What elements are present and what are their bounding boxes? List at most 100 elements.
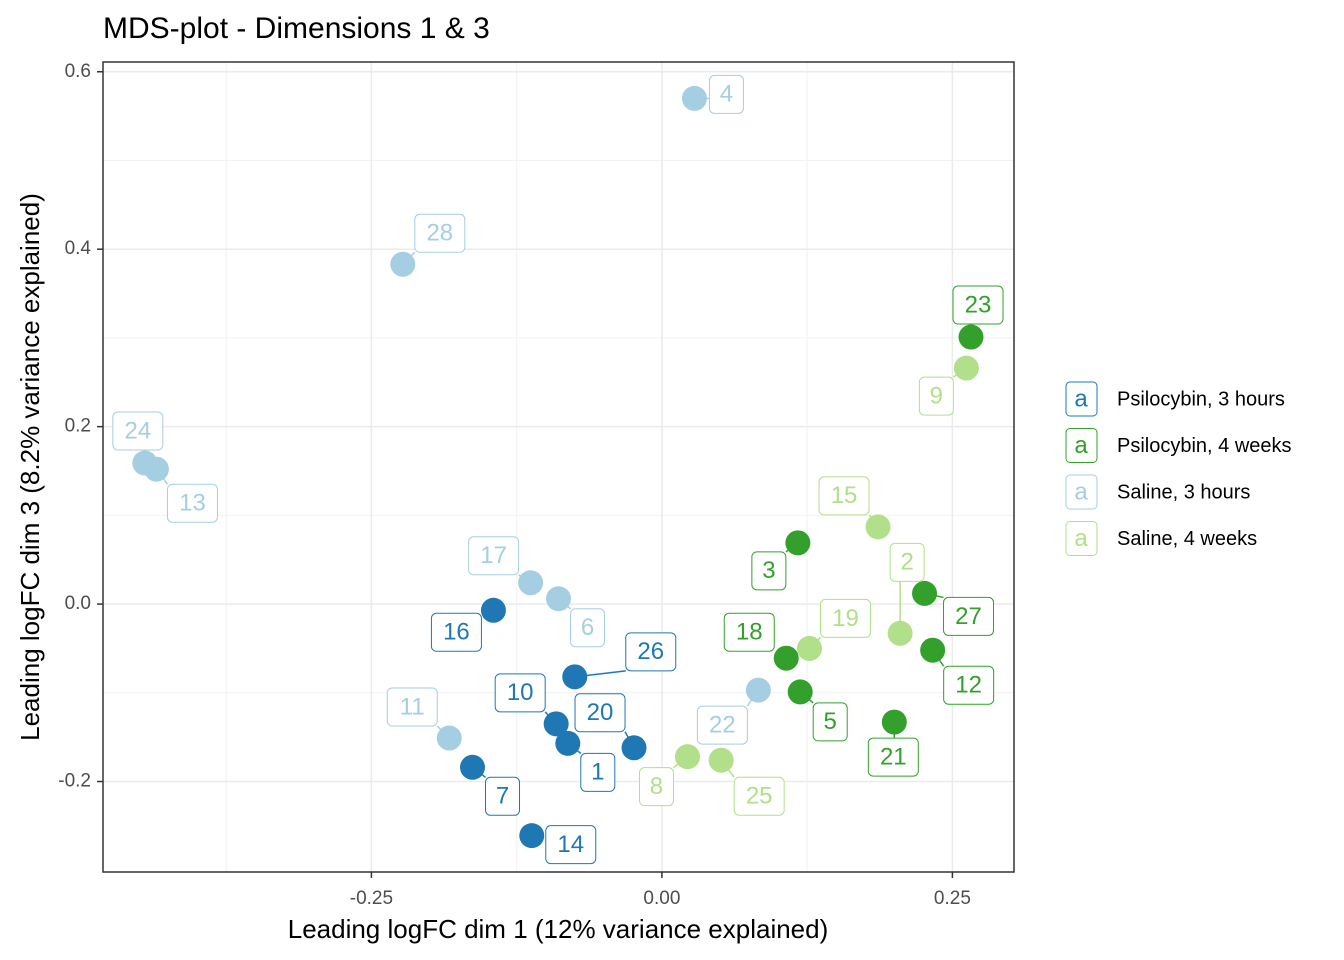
- label-box: [485, 776, 521, 816]
- label-box: [386, 687, 438, 727]
- label-box: [430, 612, 482, 652]
- legend-label: Saline, 3 hours: [1117, 481, 1250, 503]
- point-label: 9: [930, 382, 943, 409]
- point-label: 18: [736, 619, 763, 646]
- x-tick-label: -0.25: [350, 888, 393, 909]
- point-label: 22: [709, 711, 736, 738]
- labels: 1626102017142332712185214282413176112291…: [112, 74, 1004, 865]
- point-label: 11: [400, 693, 425, 720]
- label-box: [818, 476, 870, 516]
- label-box: [545, 825, 597, 865]
- label-connector: [544, 711, 557, 725]
- point-label: 3: [762, 557, 775, 584]
- label-connector: [518, 574, 532, 584]
- point-label: 21: [880, 743, 907, 770]
- label-box: [580, 752, 616, 792]
- label-connector: [402, 251, 416, 265]
- y-tick-label: 0.6: [65, 61, 91, 82]
- point-label: 26: [637, 638, 664, 665]
- chart-title: MDS-plot - Dimensions 1 & 3: [103, 12, 490, 45]
- legend-key: [1065, 474, 1098, 510]
- legend-label: Saline, 4 weeks: [1117, 528, 1257, 550]
- label-box: [889, 542, 925, 582]
- label-box: [867, 737, 919, 777]
- label-box: [819, 598, 871, 638]
- point-label: 19: [832, 605, 859, 632]
- point-label: 20: [587, 699, 614, 726]
- label-connector: [472, 766, 486, 778]
- label-box: [468, 536, 520, 576]
- label-connector: [808, 636, 822, 649]
- legend-label: Psilocybin, 3 hours: [1117, 388, 1285, 410]
- label-connector: [155, 468, 169, 485]
- y-tick-label: 0.0: [65, 593, 91, 614]
- legend-glyph: a: [1074, 525, 1088, 552]
- label-connector: [868, 514, 879, 528]
- label-connector: [746, 689, 759, 707]
- label-connector: [624, 731, 635, 749]
- label-box: [918, 376, 954, 416]
- label-box: [112, 411, 164, 451]
- point-label: 15: [831, 482, 858, 509]
- label-box: [696, 705, 748, 745]
- legend-key: [1065, 381, 1098, 417]
- label-box: [708, 74, 744, 114]
- point-label: 2: [900, 549, 913, 576]
- y-tick-label: -0.2: [58, 771, 91, 792]
- point-label: 6: [581, 614, 594, 641]
- label-box: [952, 285, 1004, 325]
- y-tick-label: 0.2: [65, 416, 91, 437]
- label-box: [570, 608, 605, 648]
- point-label: 17: [480, 542, 507, 569]
- point-label: 1: [591, 759, 604, 786]
- legend-glyph: a: [1074, 478, 1088, 505]
- label-connector: [799, 691, 814, 704]
- point: [519, 823, 545, 849]
- point-label: 12: [955, 672, 982, 699]
- label-connector: [932, 649, 945, 667]
- label-connector: [924, 592, 944, 599]
- x-axis-title: Leading logFC dim 1 (12% variance explai…: [288, 914, 829, 944]
- point-label: 7: [496, 783, 509, 810]
- label-box: [166, 483, 218, 523]
- legend-key: [1065, 428, 1098, 463]
- point-label: 14: [557, 831, 584, 858]
- point: [958, 324, 984, 350]
- point-label: 27: [955, 603, 982, 630]
- label-box: [638, 767, 674, 807]
- point-label: 16: [443, 619, 470, 646]
- point-label: 8: [650, 773, 663, 800]
- point: [773, 645, 799, 671]
- label-connector: [567, 742, 582, 754]
- label-box: [751, 551, 787, 591]
- point-label: 10: [507, 679, 534, 706]
- legend-glyph: a: [1074, 432, 1088, 459]
- y-axis-title: Leading logFC dim 3 (8.2% variance expla…: [15, 193, 45, 741]
- point-label: 5: [824, 708, 837, 735]
- label-connector: [720, 759, 735, 778]
- label-connector: [785, 542, 799, 553]
- point-label: 25: [746, 783, 773, 810]
- point-label: 28: [426, 220, 453, 247]
- label-connector: [574, 670, 626, 678]
- point-label: 23: [965, 291, 992, 318]
- point-label: 13: [179, 490, 206, 517]
- y-tick-label: 0.4: [65, 238, 92, 259]
- label-box: [723, 612, 775, 652]
- label-connector: [436, 725, 450, 739]
- label-box: [943, 665, 995, 705]
- x-tick-label: 0.25: [934, 888, 971, 909]
- label-connector: [673, 756, 688, 769]
- legend-key: [1065, 521, 1098, 556]
- x-tick-label: 0.00: [643, 888, 680, 909]
- label-box: [414, 213, 466, 253]
- point-label: 24: [124, 417, 151, 444]
- label-connector: [952, 367, 967, 378]
- label-box: [812, 702, 848, 742]
- label-box: [494, 673, 546, 713]
- label-box: [574, 693, 626, 733]
- point-label: 4: [720, 81, 733, 108]
- label-box: [733, 776, 785, 816]
